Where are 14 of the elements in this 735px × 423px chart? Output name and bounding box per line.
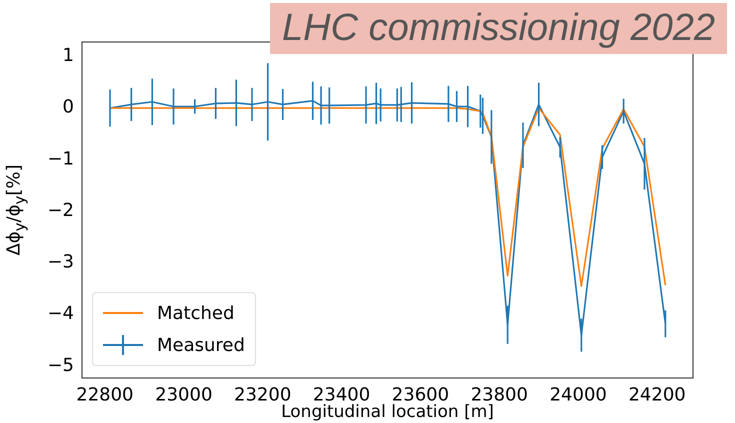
x-tick-label: 24000 (550, 384, 607, 406)
legend-label: Measured (157, 334, 245, 356)
y-tick-label: −2 (47, 200, 74, 221)
x-tick-label: 24200 (628, 384, 686, 406)
y-tick-label: 1 (62, 45, 74, 66)
x-tick-label: 23000 (155, 384, 212, 406)
y-tick-label: −5 (47, 354, 74, 376)
y-tick-label: 0 (62, 96, 74, 118)
y-tick-label: −1 (47, 148, 74, 170)
y-tick-label: −4 (47, 303, 74, 324)
annotation: LHC commissioning 2022 (270, 3, 727, 54)
legend-label: Matched (157, 302, 234, 324)
x-tick-label: 22800 (76, 384, 134, 406)
y-tick-label: −3 (47, 252, 74, 273)
